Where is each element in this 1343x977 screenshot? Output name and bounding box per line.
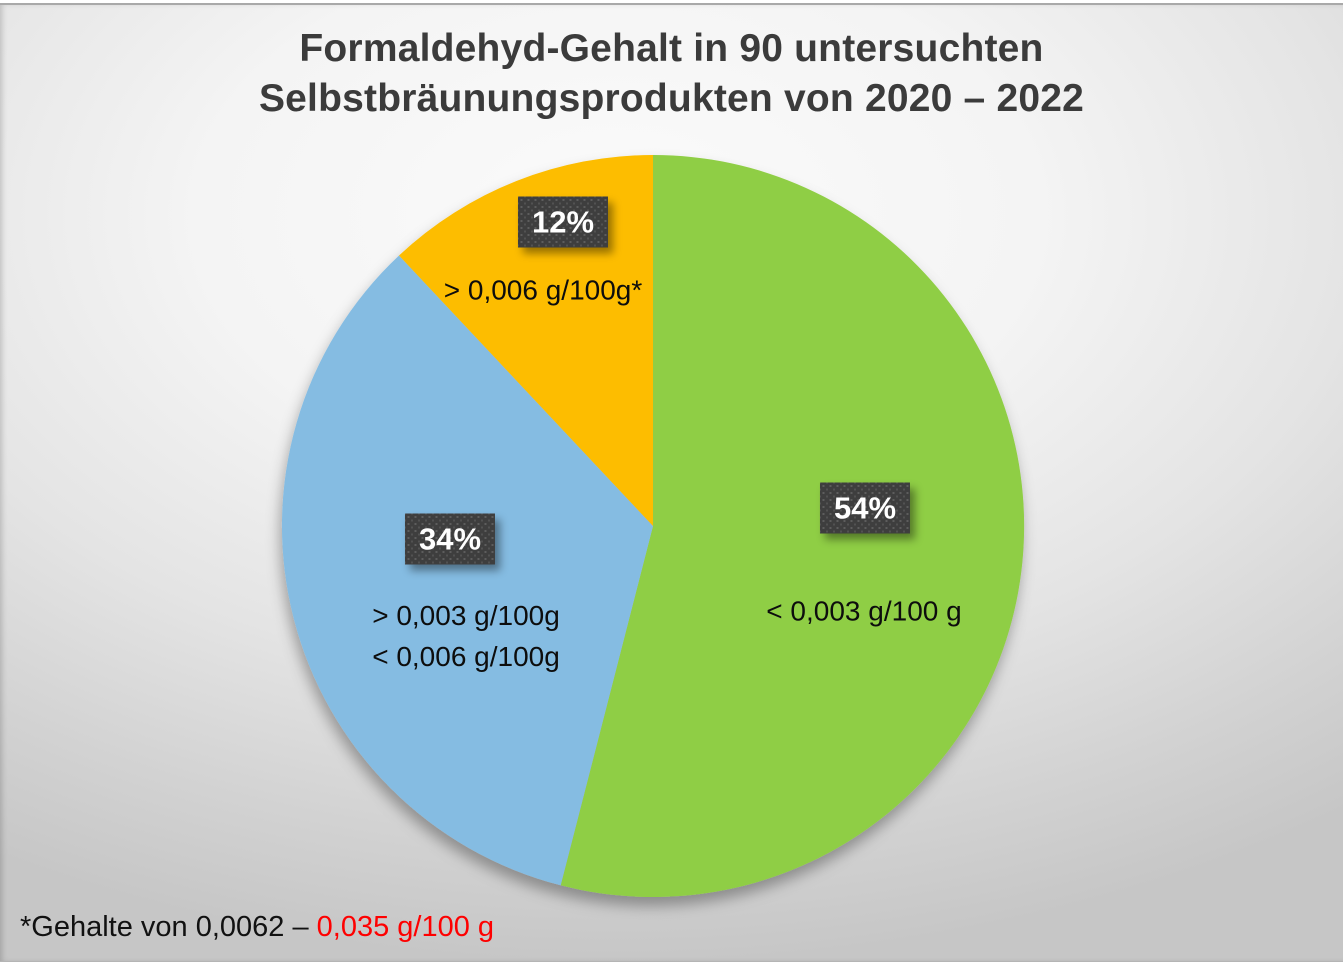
- slice-label-under-0003: < 0,003 g/100 g: [766, 595, 962, 627]
- chart-title-line2: Selbstbräunungsprodukten von 2020 – 2022: [258, 77, 1085, 120]
- chart-title-line1: Formaldehyd-Gehalt in 90 untersuchten: [299, 27, 1044, 70]
- footnote-black-text: *Gehalte von 0,0062 –: [20, 911, 317, 943]
- footnote: *Gehalte von 0,0062 – 0,035 g/100 g: [20, 911, 494, 944]
- percent-badge-54: 54%: [820, 483, 910, 534]
- slice-label-0003-to-0006: > 0,003 g/100g < 0,006 g/100g: [372, 595, 560, 677]
- footnote-red-text: 0,035 g/100 g: [316, 911, 495, 943]
- slice-label-0003-to-0006-line1: > 0,003 g/100g: [372, 600, 560, 631]
- pie-slice-0003-to-0006: [281, 255, 653, 886]
- percent-badge-12: 12%: [518, 197, 608, 248]
- percent-badge-34: 34%: [405, 514, 495, 565]
- slice-label-over-0006: > 0,006 g/100g*: [443, 274, 643, 306]
- pie-slice-under-0003: [560, 154, 1025, 897]
- slice-label-0003-to-0006-line2: < 0,006 g/100g: [372, 641, 560, 672]
- chart-title: Formaldehyd-Gehalt in 90 untersuchten Se…: [0, 24, 1343, 124]
- pie-slice-over-0006: [399, 154, 653, 526]
